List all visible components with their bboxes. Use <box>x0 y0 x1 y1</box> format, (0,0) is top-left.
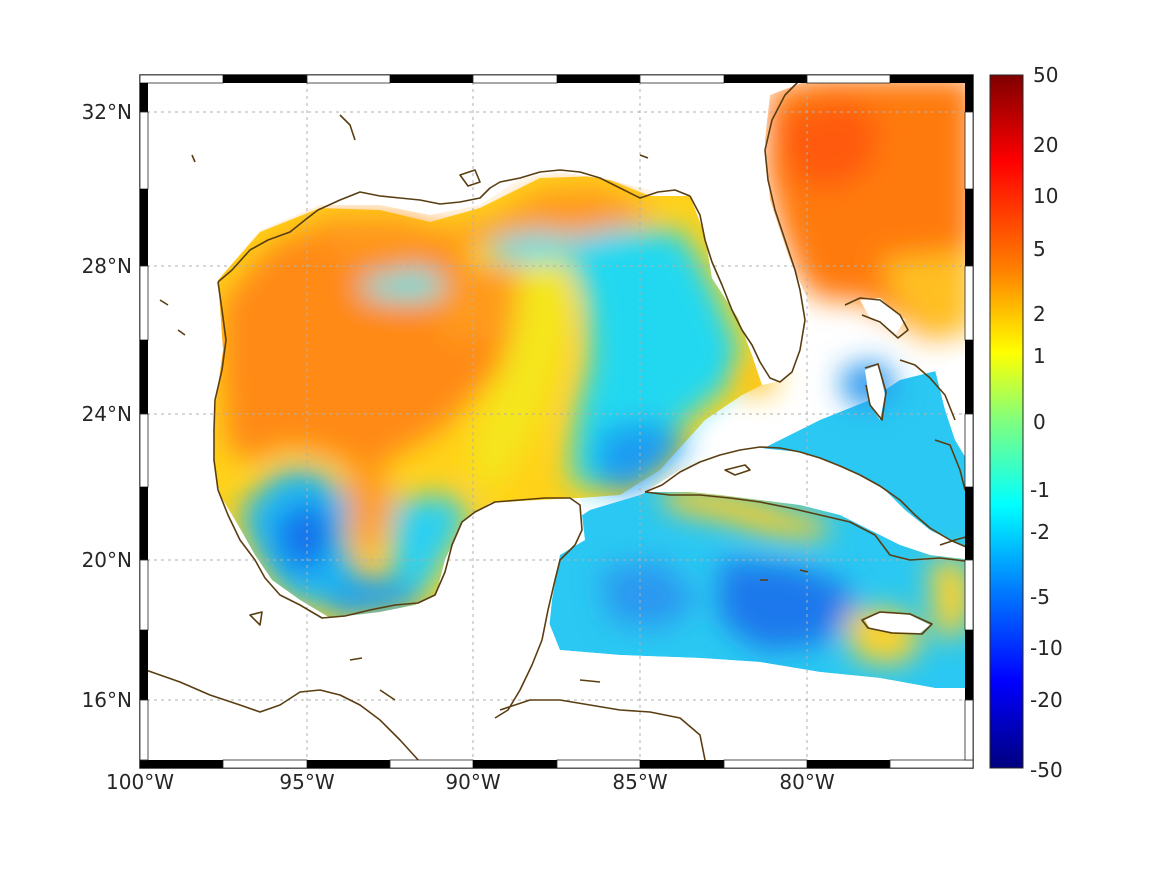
colorbar-tick-labels: 50 20 10 5 2 1 0 -1 -2 -5 -10 -20 -50 <box>1030 63 1063 782</box>
graticule <box>140 75 973 768</box>
lat-label-16n: 16°N <box>82 688 132 712</box>
coastlines <box>139 74 974 763</box>
atlantic-red <box>775 100 880 190</box>
east-gulf-cool <box>560 228 740 490</box>
central-yellow <box>470 250 575 495</box>
lat-label-20n: 20°N <box>82 548 132 572</box>
bahamas-land-mask <box>860 298 905 335</box>
yucatan-east-coast <box>494 544 576 719</box>
bay-cyan <box>360 268 450 300</box>
jamaica-coast <box>861 611 933 635</box>
frame-left <box>139 83 149 761</box>
campeche-warm-tongue <box>345 465 395 560</box>
southeast-gulf-blue <box>595 420 690 495</box>
isle-of-youth <box>724 464 751 476</box>
cb-tick-m10: -10 <box>1030 636 1063 660</box>
jamaica-land-mask <box>865 612 930 633</box>
anomaly-field <box>140 75 973 768</box>
us-gulf-coast <box>217 169 691 283</box>
frame-bottom <box>140 759 974 769</box>
lon-label-80w: 80°W <box>779 770 834 794</box>
lat-label-24n: 24°N <box>82 402 132 426</box>
north-cyan <box>490 232 570 262</box>
hispaniola-mask <box>935 350 973 470</box>
cb-tick-5: 5 <box>1033 237 1046 261</box>
central-america-coast <box>139 667 421 763</box>
cb-tick-0: 0 <box>1033 410 1046 434</box>
andros-land-mask <box>865 365 885 420</box>
cuba-coast <box>644 446 974 563</box>
cb-tick-m1: -1 <box>1030 478 1050 502</box>
louisiana-lakes <box>339 114 649 187</box>
campeche-east-cool <box>390 495 470 595</box>
cuba-south-warm <box>660 485 830 540</box>
mexico-lakes <box>159 154 363 661</box>
bay-campeche-blue <box>275 500 335 575</box>
longitude-labels: 100°W 95°W 90°W 85°W 80°W <box>106 770 835 794</box>
east-caribbean-yellow <box>930 560 973 640</box>
cb-tick-50: 50 <box>1033 63 1058 87</box>
cb-tick-m2: -2 <box>1030 520 1050 544</box>
lon-label-85w: 85°W <box>612 770 667 794</box>
cuba-land-mask <box>645 448 973 560</box>
cb-tick-m20: -20 <box>1030 688 1063 712</box>
bahamas-coast <box>844 297 966 491</box>
honduras-coast <box>499 699 706 761</box>
colorbar-gradient <box>989 74 1024 769</box>
campeche-south-cool <box>330 575 420 618</box>
lon-label-95w: 95°W <box>279 770 334 794</box>
caribbean-deep-blue <box>720 560 860 650</box>
loop-warm <box>440 262 540 345</box>
atlantic-south-yellow <box>880 250 973 335</box>
honduras-islands <box>379 569 809 701</box>
lon-label-100w: 100°W <box>106 770 174 794</box>
lon-label-90w: 90°W <box>445 770 500 794</box>
cb-tick-2: 2 <box>1033 302 1046 326</box>
frame-top <box>139 74 973 84</box>
cb-tick-10: 10 <box>1033 184 1058 208</box>
map-frame <box>139 74 974 769</box>
cb-tick-20: 20 <box>1033 133 1058 157</box>
lat-label-28n: 28°N <box>82 254 132 278</box>
florida-coast <box>689 74 816 383</box>
cb-tick-m5: -5 <box>1030 585 1050 609</box>
lat-label-32n: 32°N <box>82 100 132 124</box>
mexico-west-mask <box>140 280 330 618</box>
mexico-gulf-coast <box>213 281 583 619</box>
caribbean-blue <box>600 560 700 630</box>
frame-right <box>964 83 974 761</box>
cb-tick-m50: -50 <box>1030 758 1063 782</box>
colorbar: 50 20 10 5 2 1 0 -1 -2 -5 -10 -20 -50 <box>989 63 1063 782</box>
cb-tick-1: 1 <box>1033 344 1046 368</box>
north-gulf-warm <box>320 186 660 255</box>
latitude-labels: 32°N 28°N 24°N 20°N 16°N <box>82 100 132 712</box>
